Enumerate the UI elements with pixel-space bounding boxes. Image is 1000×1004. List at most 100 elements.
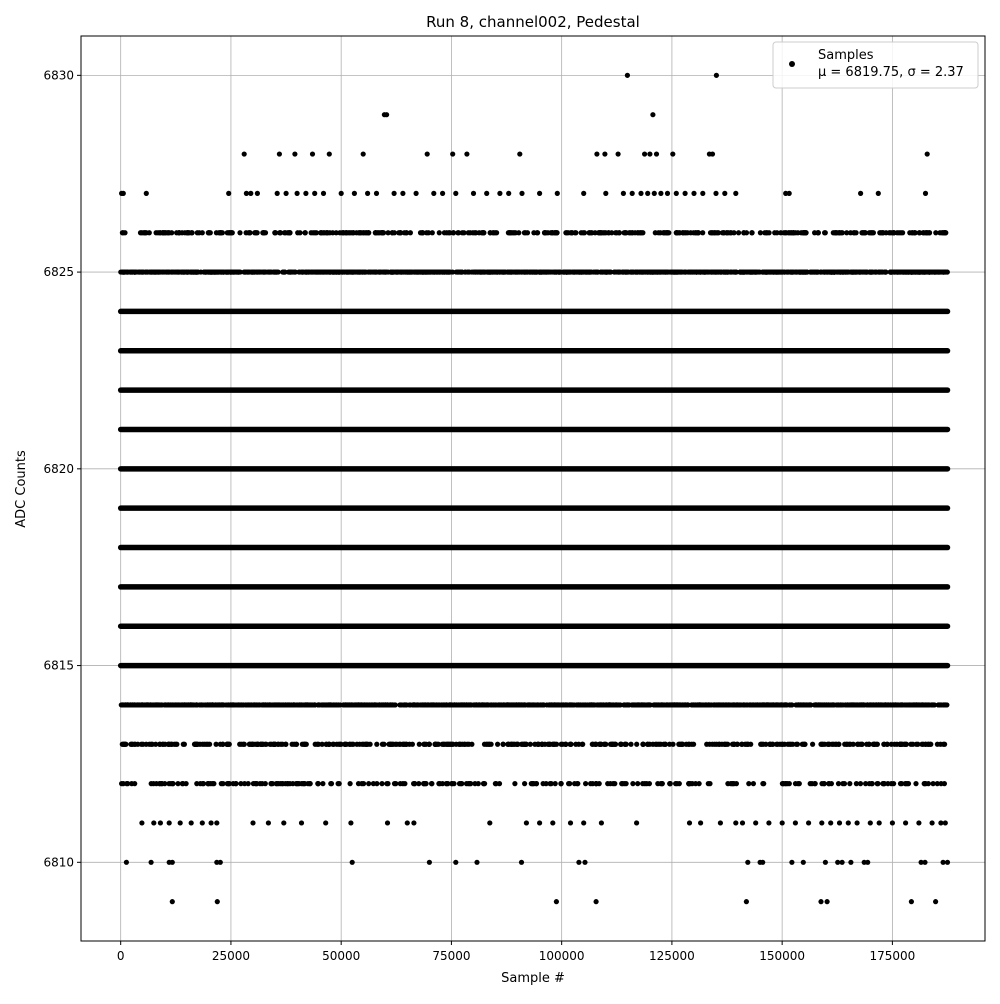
data-point	[790, 269, 796, 275]
data-point	[753, 820, 759, 826]
data-point	[418, 269, 424, 275]
data-point	[385, 230, 391, 236]
data-point	[447, 230, 453, 236]
data-point	[241, 741, 247, 747]
data-point	[553, 899, 560, 905]
data-point	[374, 741, 380, 747]
data-point	[220, 741, 226, 747]
data-point	[459, 230, 465, 236]
data-point	[822, 859, 829, 865]
data-point	[218, 230, 224, 236]
data-point	[527, 741, 533, 747]
data-point	[323, 230, 330, 236]
data-point	[357, 269, 363, 275]
data-point	[488, 741, 494, 747]
data-point	[610, 781, 616, 787]
data-point	[123, 269, 129, 275]
data-point	[360, 151, 366, 157]
data-point	[574, 781, 580, 787]
data-point	[516, 269, 522, 275]
data-point	[477, 269, 483, 275]
data-point	[554, 741, 560, 747]
data-point	[458, 269, 464, 275]
data-point	[872, 702, 878, 708]
data-point	[411, 820, 417, 826]
data-point	[532, 269, 538, 275]
data-point	[554, 190, 560, 196]
data-point	[944, 269, 950, 275]
data-point	[390, 702, 396, 708]
data-point	[933, 899, 939, 905]
data-point	[750, 781, 757, 787]
data-point	[364, 702, 370, 708]
plot-frame	[80, 35, 986, 942]
data-point	[857, 741, 863, 747]
data-point	[802, 230, 809, 236]
data-point	[723, 741, 729, 747]
data-point	[206, 269, 212, 275]
data-point	[865, 859, 871, 865]
data-point	[291, 741, 297, 747]
y-tick-label: 6830	[43, 68, 74, 82]
data-point	[901, 269, 907, 275]
data-point	[199, 702, 205, 708]
data-point	[848, 230, 854, 236]
data-point	[650, 112, 656, 118]
data-point	[896, 230, 902, 236]
data-point	[282, 230, 289, 236]
data-point	[581, 230, 588, 236]
legend: Samples μ = 6819.75, σ = 2.37	[772, 41, 979, 89]
data-point	[188, 230, 195, 236]
data-point	[749, 230, 755, 236]
data-point	[139, 230, 145, 236]
data-point	[432, 741, 438, 747]
data-point	[847, 781, 853, 787]
x-tick-label: 75000	[432, 949, 470, 963]
data-point	[366, 781, 372, 787]
data-point	[119, 702, 125, 708]
data-point	[428, 781, 435, 787]
data-point	[653, 151, 660, 157]
data-point	[583, 781, 589, 787]
data-point	[898, 741, 904, 747]
data-point	[659, 702, 665, 708]
data-point	[622, 230, 628, 236]
data-point	[217, 702, 223, 708]
data-point	[387, 741, 393, 747]
data-point	[274, 190, 280, 196]
data-point	[652, 230, 658, 236]
data-point	[620, 190, 627, 196]
data-point	[379, 741, 385, 747]
level-row-6825	[118, 269, 950, 275]
data-point	[474, 859, 480, 865]
data-point	[673, 190, 679, 196]
data-point	[192, 269, 198, 275]
data-point	[613, 269, 619, 275]
data-point	[342, 741, 348, 747]
data-point	[707, 781, 713, 787]
data-point	[812, 781, 818, 787]
data-point	[254, 190, 260, 196]
data-point	[700, 269, 706, 275]
data-point	[676, 741, 682, 747]
data-point	[658, 190, 664, 196]
data-point	[177, 820, 183, 826]
data-point	[844, 230, 850, 236]
data-point	[759, 741, 765, 747]
data-point	[890, 702, 896, 708]
data-point	[596, 230, 602, 236]
data-point	[310, 702, 316, 708]
data-point	[268, 781, 274, 787]
data-point	[934, 741, 941, 747]
data-point	[296, 269, 302, 275]
data-point	[379, 781, 385, 787]
data-point	[465, 230, 471, 236]
data-point	[781, 230, 787, 236]
data-point	[274, 781, 280, 787]
data-point	[420, 230, 426, 236]
data-point	[806, 820, 812, 826]
data-point	[157, 820, 163, 826]
data-point	[170, 781, 176, 787]
data-point	[667, 781, 673, 787]
